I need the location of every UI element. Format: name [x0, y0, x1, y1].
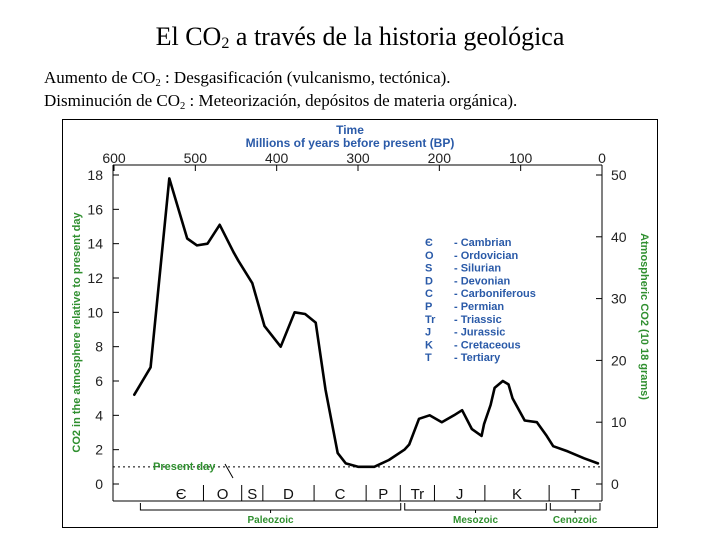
- period-label: J: [456, 486, 464, 503]
- legend-code: P: [425, 301, 432, 313]
- legend-name: - Cretaceous: [454, 339, 521, 351]
- x-tick-label: 500: [184, 150, 208, 166]
- y-tick-label: 10: [87, 304, 103, 320]
- legend-name: - Jurassic: [454, 327, 505, 339]
- increase-text-rest: : Desgasificación (vulcanismo, tectónica…: [160, 68, 451, 87]
- x-tick-label: 0: [598, 150, 606, 166]
- chart-title: Time: [336, 123, 364, 137]
- y-tick-label: 18: [87, 167, 103, 183]
- era-label: Paleozoic: [247, 515, 294, 526]
- legend-code: O: [425, 250, 434, 262]
- title-text-rest: a través de la historia geológica: [229, 22, 565, 51]
- era-bracket: [139, 503, 402, 513]
- y-right-tick-label: 0: [611, 476, 619, 492]
- y-tick-label: 4: [95, 407, 103, 423]
- legend-name: - Permian: [454, 301, 504, 313]
- legend-name: - Carboniferous: [454, 288, 536, 300]
- y-tick-label: 12: [87, 270, 103, 286]
- legend-code: T: [425, 352, 432, 364]
- y-tick-label: 8: [95, 339, 103, 355]
- x-tick-label: 100: [509, 150, 533, 166]
- legend-code: Tr: [425, 314, 436, 326]
- period-label: Tr: [411, 486, 425, 503]
- period-label: K: [512, 486, 522, 503]
- x-tick-label: 400: [265, 150, 289, 166]
- title-text: El CO: [155, 22, 222, 51]
- y-tick-label: 16: [87, 201, 103, 217]
- era-label: Mesozoic: [453, 515, 498, 526]
- period-label: S: [247, 486, 257, 503]
- legend-code: C: [425, 288, 433, 300]
- legend-name: - Cambrian: [454, 237, 512, 249]
- period-label: P: [378, 486, 388, 503]
- legend-name: - Ordovician: [454, 250, 518, 262]
- period-label: T: [571, 486, 580, 503]
- increase-text: Aumento de CO: [44, 68, 156, 87]
- legend-name: - Triassic: [454, 314, 502, 326]
- y-tick-label: 14: [87, 236, 103, 252]
- y-right-tick-label: 30: [611, 291, 627, 307]
- decrease-text: Disminución de CO: [44, 91, 180, 110]
- x-tick-label: 200: [428, 150, 452, 166]
- legend-code: J: [425, 327, 431, 339]
- period-label: Є: [176, 486, 187, 503]
- period-label: O: [217, 486, 229, 503]
- legend-name: - Devonian: [454, 275, 511, 287]
- legend-code: Є: [425, 237, 433, 249]
- decrease-text-rest: : Meteorización, depósitos de materia or…: [185, 91, 518, 110]
- era-bracket: [549, 503, 601, 513]
- co2-chart: Time Millions of years before present (BP…: [62, 119, 658, 528]
- increase-line: Aumento de CO2 : Desgasificación (vulcan…: [44, 68, 451, 94]
- y-right-tick-label: 40: [611, 229, 627, 245]
- period-label: D: [283, 486, 294, 503]
- y-right-tick-label: 20: [611, 352, 627, 368]
- slide-title: El CO2 a través de la historia geológica: [0, 22, 720, 59]
- present-day-label: Present day: [153, 461, 216, 473]
- y-axis-label: CO2 in the atmosphere relative to presen…: [71, 212, 83, 453]
- legend-code: K: [425, 339, 433, 351]
- y-tick-label: 6: [95, 373, 103, 389]
- y-tick-label: 0: [95, 476, 103, 492]
- y-right-tick-label: 10: [611, 414, 627, 430]
- decrease-subscript: 2: [180, 101, 186, 112]
- legend-code: D: [425, 275, 433, 287]
- era-label: Cenozoic: [553, 515, 598, 526]
- present-day-pointer: [224, 463, 234, 479]
- legend-name: - Silurian: [454, 263, 501, 275]
- decrease-line: Disminución de CO2 : Meteorización, depó…: [44, 91, 517, 117]
- y-right-tick-label: 50: [611, 167, 627, 183]
- chart-subtitle: Millions of years before present (BP): [246, 136, 455, 150]
- period-label: C: [335, 486, 346, 503]
- title-subscript: 2: [221, 35, 230, 52]
- increase-subscript: 2: [155, 78, 161, 89]
- co2-series-line: [133, 177, 600, 469]
- y-axis-right-label: Atmospheric CO2 (10 18 grams): [638, 233, 650, 400]
- y-tick-label: 2: [95, 442, 103, 458]
- x-tick-label: 300: [346, 150, 370, 166]
- legend-name: - Tertiary: [454, 352, 501, 364]
- era-bracket: [404, 503, 547, 513]
- x-tick-label: 600: [102, 150, 126, 166]
- legend-code: S: [425, 263, 432, 275]
